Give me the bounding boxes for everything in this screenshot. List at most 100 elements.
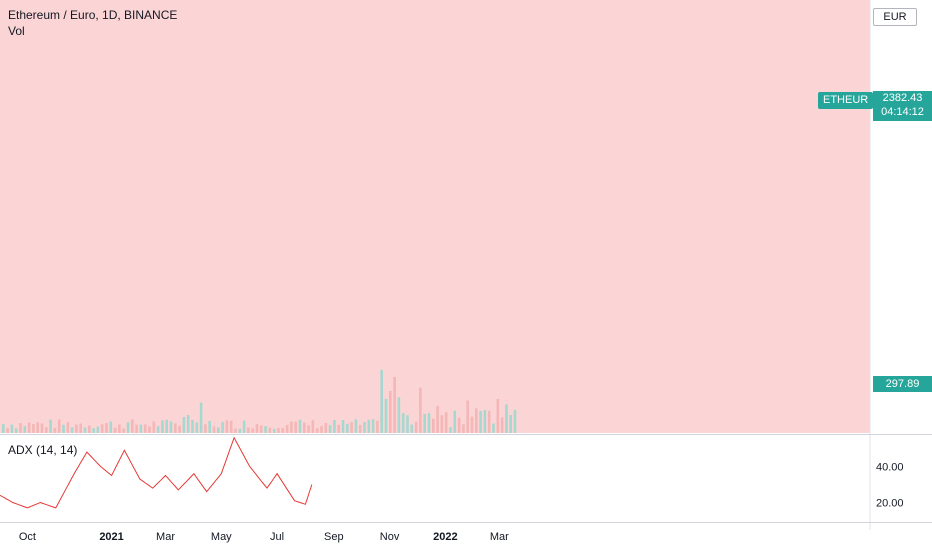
volume-bar: [328, 425, 332, 433]
volume-bar: [315, 428, 319, 433]
volume-bar: [199, 402, 203, 433]
x-tick-label: 2022: [433, 531, 457, 543]
volume-bar: [57, 419, 61, 433]
volume-bar: [242, 420, 246, 433]
volume-bar: [264, 426, 267, 433]
bar-countdown: 04:14:12: [881, 106, 924, 118]
volume-bar: [105, 422, 108, 433]
volume-bar: [182, 417, 186, 433]
x-tick-label: Mar: [490, 531, 509, 543]
volume-bar: [303, 422, 306, 433]
volume-bar: [466, 400, 469, 433]
volume-bar: [358, 424, 362, 433]
volume-bar: [66, 422, 70, 433]
volume-bar: [294, 421, 297, 433]
volume-bar: [221, 422, 224, 433]
volume-bar: [148, 426, 151, 433]
volume-bar: [307, 425, 310, 433]
volume-bar: [251, 428, 254, 433]
volume-bar: [475, 408, 478, 433]
volume-bar: [195, 422, 199, 433]
volume-bar: [509, 415, 512, 433]
volume-bar: [384, 398, 388, 433]
volume-bar: [49, 419, 52, 433]
volume-bar: [505, 404, 508, 433]
adx-line[interactable]: [0, 436, 313, 509]
volume-bar: [27, 422, 31, 433]
volume-bar: [346, 424, 349, 433]
x-tick-label: Oct: [19, 531, 36, 543]
x-tick-label: Mar: [156, 531, 175, 543]
volume-bar: [479, 411, 482, 433]
volume-bar: [376, 420, 379, 433]
volume-bar: [333, 419, 336, 433]
last-price: 2382.43: [882, 92, 923, 104]
volume-bar: [238, 428, 242, 433]
volume-bar: [14, 428, 18, 433]
volume-bar: [380, 369, 383, 433]
volume-bar: [165, 419, 168, 433]
volume-bar: [204, 424, 207, 433]
volume-bar: [354, 419, 358, 433]
volume-bar: [419, 387, 422, 433]
volume-bar: [281, 427, 285, 433]
volume-bar: [10, 424, 14, 433]
volume-bar: [191, 419, 194, 433]
volume-bar: [23, 426, 27, 433]
volume-bar: [19, 423, 22, 433]
volume-bar: [126, 422, 130, 433]
volume-bar: [122, 428, 125, 433]
volume-bar: [156, 426, 160, 433]
volume-bar: [483, 409, 487, 433]
volume-bar: [2, 424, 5, 433]
volume-bar: [229, 420, 233, 433]
volume-bar: [118, 424, 121, 433]
zone-red: [0, 0, 870, 433]
volume-bar: [40, 423, 44, 433]
currency-button[interactable]: EUR: [873, 8, 917, 26]
volume-bar: [453, 410, 457, 433]
volume-bar: [414, 421, 418, 433]
volume-bar: [324, 422, 328, 433]
adx-label: ADX (14, 14): [8, 443, 78, 457]
volume-bar: [92, 428, 95, 433]
last-price-badge: 2382.43 04:14:12: [873, 91, 932, 121]
volume-bar: [169, 421, 173, 433]
volume-bar: [406, 415, 409, 433]
x-tick-label: May: [211, 531, 232, 543]
volume-bar: [371, 419, 375, 433]
volume-bar: [320, 425, 323, 433]
volume-bar: [174, 423, 177, 433]
volume-bar: [397, 397, 401, 433]
volume-bar: [500, 417, 504, 433]
x-tick-label: Sep: [324, 531, 344, 543]
volume-bar: [36, 422, 39, 433]
volume-bar: [444, 412, 448, 433]
volume-bar: [178, 425, 181, 433]
symbol-badge: ETHEUR: [818, 92, 874, 109]
level-price-badge: 297.89: [873, 376, 932, 392]
volume-bar: [487, 410, 491, 433]
volume-bar: [212, 426, 216, 433]
volume-bar: [255, 424, 259, 433]
volume-bar: [208, 421, 211, 433]
volume-bar: [298, 419, 302, 433]
volume-bar: [225, 420, 229, 433]
volume-bar: [337, 424, 340, 433]
volume-bar: [440, 415, 444, 433]
volume-bar: [341, 420, 345, 433]
volume-bar: [277, 428, 280, 433]
volume-bar: [186, 414, 190, 433]
volume-bar: [410, 424, 414, 433]
volume-bar: [139, 424, 143, 433]
volume-bar: [285, 424, 289, 433]
volume-bar: [83, 427, 87, 433]
volume-bar: [350, 422, 353, 433]
x-tick-label: 2021: [99, 531, 123, 543]
volume-bar: [470, 416, 474, 433]
volume-bar: [513, 409, 517, 433]
volume-bar: [427, 413, 431, 433]
volume-bar: [75, 424, 78, 433]
volume-bar: [79, 423, 82, 433]
